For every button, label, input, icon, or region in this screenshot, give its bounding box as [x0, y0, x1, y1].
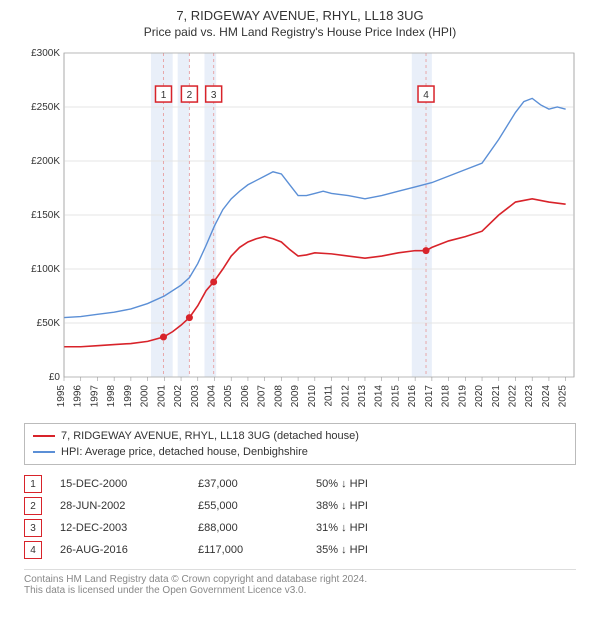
svg-text:2011: 2011: [324, 385, 335, 407]
svg-text:4: 4: [423, 90, 429, 101]
sale-row: 1 15-DEC-2000 £37,000 50% ↓ HPI: [24, 473, 576, 495]
svg-text:£200K: £200K: [31, 156, 60, 167]
svg-text:1: 1: [161, 90, 167, 101]
svg-text:1998: 1998: [106, 385, 117, 408]
svg-text:2025: 2025: [558, 385, 569, 408]
svg-text:2005: 2005: [223, 385, 234, 408]
sale-date: 15-DEC-2000: [60, 478, 180, 490]
svg-text:£150K: £150K: [31, 210, 60, 221]
sale-price: £88,000: [198, 522, 298, 534]
sale-row: 4 26-AUG-2016 £117,000 35% ↓ HPI: [24, 539, 576, 561]
legend-label: 7, RIDGEWAY AVENUE, RHYL, LL18 3UG (deta…: [61, 430, 359, 442]
sale-delta: 31% ↓ HPI: [316, 522, 406, 534]
svg-text:1995: 1995: [56, 385, 67, 408]
svg-text:2002: 2002: [173, 385, 184, 408]
sales-table: 1 15-DEC-2000 £37,000 50% ↓ HPI 2 28-JUN-2002…: [24, 473, 576, 561]
svg-text:2022: 2022: [507, 385, 518, 408]
svg-text:2009: 2009: [290, 385, 301, 408]
svg-text:2008: 2008: [273, 385, 284, 408]
svg-text:2024: 2024: [541, 385, 552, 408]
sale-date: 28-JUN-2002: [60, 500, 180, 512]
page-title: 7, RIDGEWAY AVENUE, RHYL, LL18 3UG: [8, 8, 592, 23]
svg-text:2018: 2018: [441, 385, 452, 408]
license-line-1: Contains HM Land Registry data © Crown c…: [24, 574, 576, 585]
svg-text:£250K: £250K: [31, 102, 60, 113]
svg-text:2013: 2013: [357, 385, 368, 408]
sale-price: £117,000: [198, 544, 298, 556]
svg-text:2020: 2020: [474, 385, 485, 408]
sale-date: 12-DEC-2003: [60, 522, 180, 534]
legend: 7, RIDGEWAY AVENUE, RHYL, LL18 3UG (deta…: [24, 423, 576, 465]
svg-text:2000: 2000: [140, 385, 151, 408]
svg-text:2006: 2006: [240, 385, 251, 408]
svg-text:2019: 2019: [457, 385, 468, 408]
legend-swatch: [33, 435, 55, 437]
svg-text:£100K: £100K: [31, 264, 60, 275]
svg-text:1996: 1996: [73, 385, 84, 408]
legend-label: HPI: Average price, detached house, Denb…: [61, 446, 308, 458]
sale-marker-box: 3: [24, 519, 42, 537]
sale-row: 2 28-JUN-2002 £55,000 38% ↓ HPI: [24, 495, 576, 517]
sale-row: 3 12-DEC-2003 £88,000 31% ↓ HPI: [24, 517, 576, 539]
legend-item: HPI: Average price, detached house, Denb…: [33, 444, 567, 460]
sale-marker-box: 2: [24, 497, 42, 515]
sale-delta: 35% ↓ HPI: [316, 544, 406, 556]
svg-text:2012: 2012: [340, 385, 351, 408]
svg-text:£0: £0: [49, 372, 61, 383]
license-text: Contains HM Land Registry data © Crown c…: [24, 569, 576, 596]
sale-delta: 50% ↓ HPI: [316, 478, 406, 490]
sale-price: £55,000: [198, 500, 298, 512]
sale-date: 26-AUG-2016: [60, 544, 180, 556]
svg-text:£300K: £300K: [31, 48, 60, 59]
legend-item: 7, RIDGEWAY AVENUE, RHYL, LL18 3UG (deta…: [33, 428, 567, 444]
license-line-2: This data is licensed under the Open Gov…: [24, 585, 576, 596]
svg-text:2023: 2023: [524, 385, 535, 408]
svg-text:2004: 2004: [206, 385, 217, 408]
page-subtitle: Price paid vs. HM Land Registry's House …: [8, 25, 592, 39]
chart-svg: £0 £50K £100K £150K £200K £250K £300K 1995 1996 1…: [20, 47, 580, 421]
sale-marker-box: 4: [24, 541, 42, 559]
svg-text:2010: 2010: [307, 385, 318, 408]
svg-text:2: 2: [187, 90, 193, 101]
svg-text:2003: 2003: [190, 385, 201, 408]
sale-delta: 38% ↓ HPI: [316, 500, 406, 512]
sale-marker-box: 1: [24, 475, 42, 493]
svg-text:1999: 1999: [123, 385, 134, 408]
svg-text:2001: 2001: [156, 385, 167, 408]
svg-text:£50K: £50K: [37, 318, 61, 329]
price-chart: £0£50K£100K£150K£200K£250K£300K199519961…: [20, 47, 580, 387]
svg-text:1997: 1997: [89, 385, 100, 408]
svg-text:2015: 2015: [390, 385, 401, 408]
svg-text:2016: 2016: [407, 385, 418, 408]
svg-text:2021: 2021: [491, 385, 502, 408]
sale-price: £37,000: [198, 478, 298, 490]
svg-text:2017: 2017: [424, 385, 435, 408]
svg-text:3: 3: [211, 90, 217, 101]
legend-swatch: [33, 451, 55, 453]
svg-text:2014: 2014: [374, 385, 385, 408]
svg-text:2007: 2007: [257, 385, 268, 408]
